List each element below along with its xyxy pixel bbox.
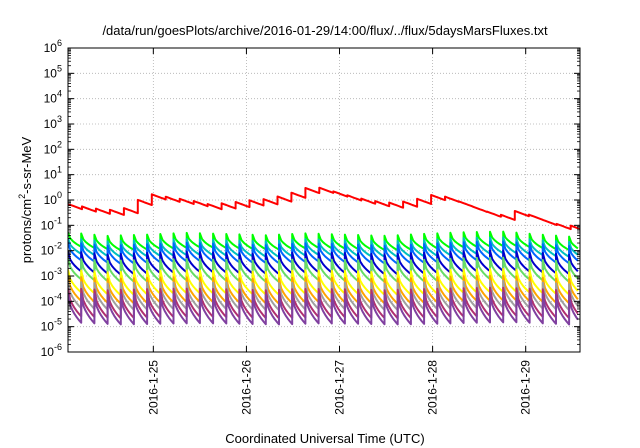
x-axis-label: Coordinated Universal Time (UTC) <box>225 431 424 446</box>
series-line-0 <box>68 186 580 231</box>
chart-title: /data/run/goesPlots/archive/2016-01-29/1… <box>102 23 548 38</box>
y-tick-label: 10-6 <box>41 342 62 359</box>
axis-ticks: 10-6 10-5 10-4 10-3 10-2 10-1 100 101 102 103 104 1… <box>41 38 580 415</box>
y-axis-label: protons/cm2-s-sr-MeV <box>17 136 34 263</box>
x-tick-label: 2016-1-26 <box>239 360 253 415</box>
y-tick-label: 10-5 <box>41 317 62 334</box>
series-line-4 <box>68 249 579 276</box>
series-line-10 <box>68 291 579 326</box>
x-tick-label: 2016-1-25 <box>146 360 160 415</box>
y-tick-label: 100 <box>44 190 62 207</box>
y-tick-label: 10-3 <box>41 266 62 283</box>
y-tick-label: 10-4 <box>41 291 62 308</box>
y-tick-label: 10-2 <box>41 241 62 258</box>
series-line-7 <box>68 274 579 305</box>
y-tick-label: 104 <box>44 89 62 106</box>
series-line-3 <box>68 240 579 265</box>
y-tick-label: 106 <box>44 38 62 55</box>
y-tick-label: 102 <box>44 139 62 156</box>
series-line-5 <box>68 256 579 283</box>
series-line-8 <box>68 279 579 312</box>
x-tick-label: 2016-1-29 <box>519 360 533 415</box>
x-tick-label: 2016-1-28 <box>426 360 440 415</box>
series-line-6 <box>68 267 579 297</box>
series-line-2 <box>68 236 579 259</box>
y-tick-label: 105 <box>44 63 62 80</box>
x-tick-label: 2016-1-27 <box>333 360 347 415</box>
y-tick-label: 103 <box>44 114 62 131</box>
y-tick-label: 10-1 <box>41 215 62 232</box>
y-tick-label: 101 <box>44 165 62 182</box>
series-line-1 <box>68 230 579 252</box>
